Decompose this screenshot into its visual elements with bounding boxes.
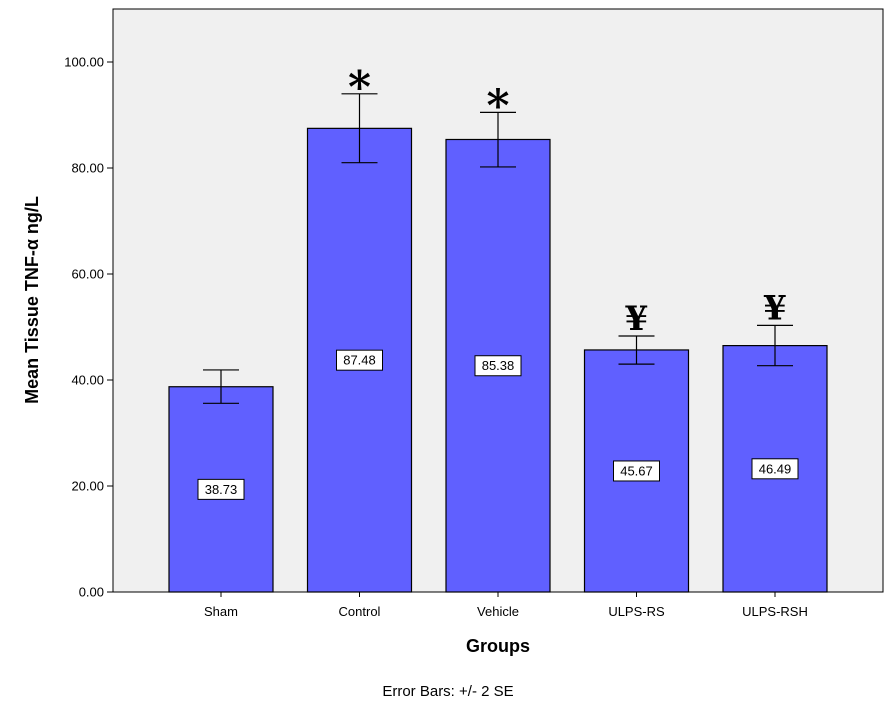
x-tick-label: ULPS-RS [608, 604, 665, 619]
value-label-text: 45.67 [620, 463, 653, 478]
x-axis: Sham Control Vehicle ULPS-RS ULPS-RSH [204, 592, 808, 619]
y-tick-label: 100.00 [64, 55, 104, 70]
bars: 38.73 87.48 * 85.38 * 45.67 ¥46.49 ¥ [168, 62, 828, 593]
y-tick-label: 40.00 [71, 373, 104, 388]
value-label: 45.67 [613, 460, 660, 482]
value-label: 85.38 [474, 355, 522, 377]
x-tick-label: ULPS-RSH [742, 604, 808, 619]
x-tick-label: Sham [204, 604, 238, 619]
value-label: 38.73 [197, 478, 245, 500]
value-label-box [613, 460, 660, 482]
y-tick-label: 80.00 [71, 161, 104, 176]
significance-marker: ¥ [625, 299, 649, 339]
x-axis-title: Groups [466, 636, 530, 656]
y-tick-label: 0.00 [79, 585, 104, 600]
value-label-box [474, 355, 522, 377]
y-tick-label: 20.00 [71, 479, 104, 494]
value-label-text: 87.48 [343, 353, 376, 368]
value-label-text: 46.49 [759, 461, 792, 476]
x-tick-label: Vehicle [477, 604, 519, 619]
significance-marker: * [486, 80, 509, 131]
significance-marker: * [348, 62, 371, 113]
value-label: 87.48 [336, 349, 383, 371]
value-label: 46.49 [751, 458, 799, 480]
value-label-box [197, 478, 245, 500]
x-tick-label: Control [339, 604, 381, 619]
value-label-text: 38.73 [205, 482, 238, 497]
y-tick-label: 60.00 [71, 267, 104, 282]
error-bars-footnote: Error Bars: +/- 2 SE [382, 683, 513, 700]
value-label-box [751, 458, 799, 480]
significance-marker: ¥ [763, 288, 787, 328]
value-label-text: 85.38 [482, 358, 515, 373]
y-axis-title: Mean Tissue TNF-α ng/L [22, 196, 42, 404]
value-label-box [336, 349, 383, 371]
y-axis: 0.00 20.00 40.00 60.00 80.00 100.00 [64, 55, 113, 600]
